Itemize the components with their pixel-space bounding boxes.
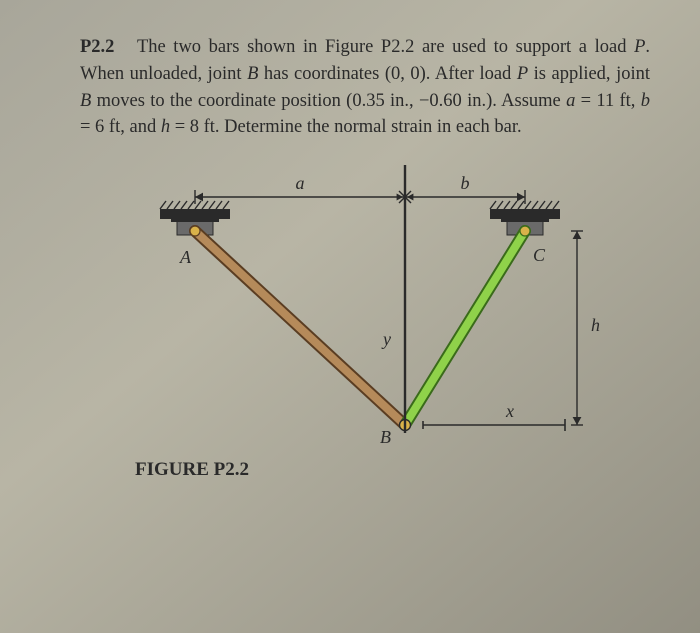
var-h: h	[161, 117, 170, 137]
svg-text:h: h	[591, 315, 600, 335]
figure-p2-2: a b A Cy x B Ph FIGURE P2.2	[115, 165, 615, 505]
text: = 11 ft,	[575, 91, 640, 111]
var-B: B	[247, 64, 258, 84]
text: has coordinates (0, 0). After load	[258, 64, 516, 84]
text: is applied, joint	[528, 64, 650, 84]
var-P: P	[517, 64, 528, 84]
svg-text:x: x	[505, 401, 514, 421]
var-b: b	[641, 91, 650, 111]
svg-text:y: y	[381, 329, 391, 349]
textbook-page: P2.2 The two bars shown in Figure P2.2 a…	[0, 0, 700, 633]
var-a: a	[566, 91, 575, 111]
text: = 8 ft. Determine the normal strain in e…	[170, 117, 522, 137]
problem-statement: P2.2 The two bars shown in Figure P2.2 a…	[80, 34, 650, 141]
figure-caption: FIGURE P2.2	[135, 459, 249, 481]
svg-text:B: B	[380, 427, 391, 447]
svg-text:a: a	[296, 173, 305, 193]
svg-text:C: C	[533, 245, 546, 265]
svg-text:P: P	[416, 165, 428, 169]
text: The two bars shown in Figure P2.2 are us…	[137, 37, 634, 57]
figure-svg: a b A Cy x B Ph	[115, 165, 615, 505]
text: = 6 ft, and	[80, 117, 161, 137]
svg-text:b: b	[461, 173, 470, 193]
svg-text:A: A	[179, 247, 192, 267]
var-B: B	[80, 91, 91, 111]
text: moves to the coordinate position (0.35 i…	[91, 91, 566, 111]
problem-id: P2.2	[80, 37, 114, 57]
var-P: P	[634, 37, 645, 57]
